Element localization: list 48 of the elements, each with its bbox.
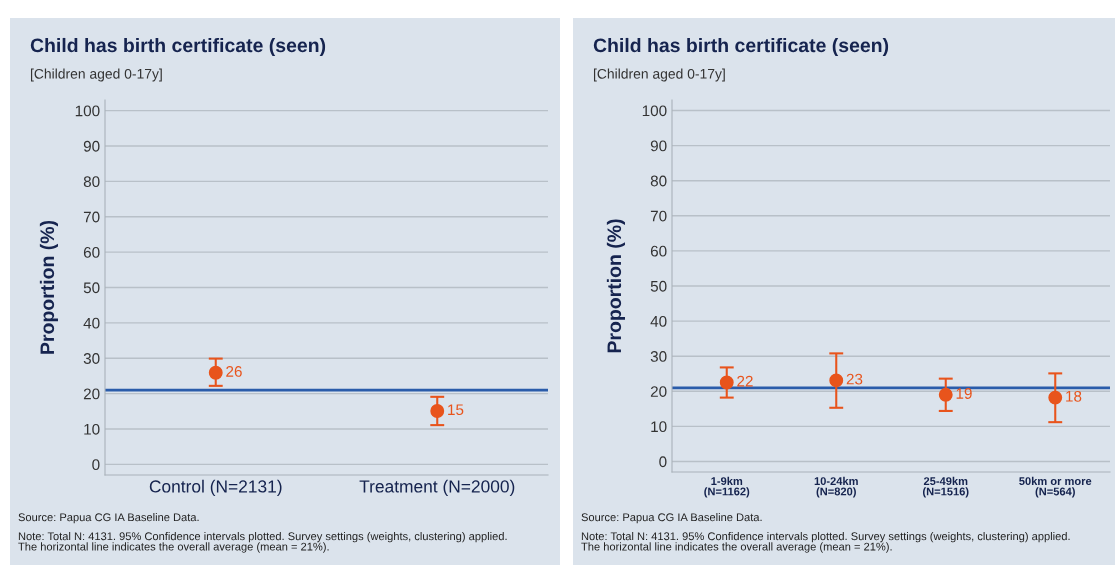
data-label: 22 <box>737 375 753 387</box>
y-tick-label: 20 <box>650 386 667 397</box>
y-tick-label: 20 <box>83 388 100 400</box>
x-tick-label: Treatment (N=2000) <box>359 479 515 497</box>
data-label: 15 <box>448 404 464 416</box>
chart-title: Child has birth certificate (seen) <box>593 37 889 57</box>
data-label: 18 <box>1066 390 1082 402</box>
y-tick-label: 90 <box>650 140 667 152</box>
data-label: 19 <box>956 388 972 399</box>
y-tick-label: 30 <box>650 351 667 362</box>
source-note: Source: Papua CG IA Baseline Data. <box>581 513 762 524</box>
y-tick-label: 90 <box>83 140 100 152</box>
y-axis-title: Proportion (%) <box>606 219 625 353</box>
data-label: 26 <box>226 366 242 377</box>
data-label: 23 <box>846 373 863 385</box>
chart-subtitle: [Children aged 0-17y] <box>30 68 162 82</box>
x-tick-label: 25-49km (N=1516) <box>922 476 969 498</box>
text: Note: Total N: 4131. 95% Confidence intervals plotted. Survey settings (weights, clustering) applied. The horizontal line indicates the overall average (mean = 21%). <box>581 532 1070 553</box>
y-tick-label: 50 <box>83 282 100 294</box>
y-tick-label: 50 <box>650 280 667 292</box>
source-note: Source: Papua CG IA Baseline Data. <box>18 513 199 524</box>
chart-title: Child has birth certificate (seen) <box>30 37 326 57</box>
point <box>1048 390 1063 405</box>
y-tick-label: 10 <box>651 421 667 433</box>
y-tick-label: 30 <box>83 353 100 364</box>
x-tick-label: 50km or more (N=564) <box>1019 476 1092 498</box>
y-tick-label: 60 <box>650 245 667 257</box>
y-axis-title: Proportion (%) <box>39 220 58 354</box>
chart-subtitle: [Children aged 0-17y] <box>593 68 725 82</box>
x-tick-label: Control (N=2131) <box>149 479 282 497</box>
y-tick-label: 0 <box>92 459 100 471</box>
x-tick-label: 1-9km (N=1162) <box>704 476 750 498</box>
y-tick-label: 70 <box>650 210 667 222</box>
point <box>938 387 953 402</box>
y-tick-label: 0 <box>659 456 667 468</box>
y-tick-label: 40 <box>650 315 667 327</box>
y-tick-label: 60 <box>83 246 100 258</box>
y-tick-label: 100 <box>642 105 667 117</box>
y-tick-label: 70 <box>83 211 100 223</box>
y-tick-label: 80 <box>83 176 100 188</box>
y-tick-label: 80 <box>650 175 667 187</box>
y-tick-label: 100 <box>75 105 100 117</box>
point <box>829 373 844 388</box>
y-tick-label: 40 <box>83 317 100 329</box>
point <box>719 375 734 390</box>
y-tick-label: 10 <box>84 423 100 435</box>
text: Note: Total N: 4131. 95% Confidence intervals plotted. Survey settings (weights, clustering) applied. The horizontal line indicates the overall average (mean = 21%). <box>18 532 507 553</box>
x-tick-label: 10-24km (N=820) <box>814 476 858 498</box>
